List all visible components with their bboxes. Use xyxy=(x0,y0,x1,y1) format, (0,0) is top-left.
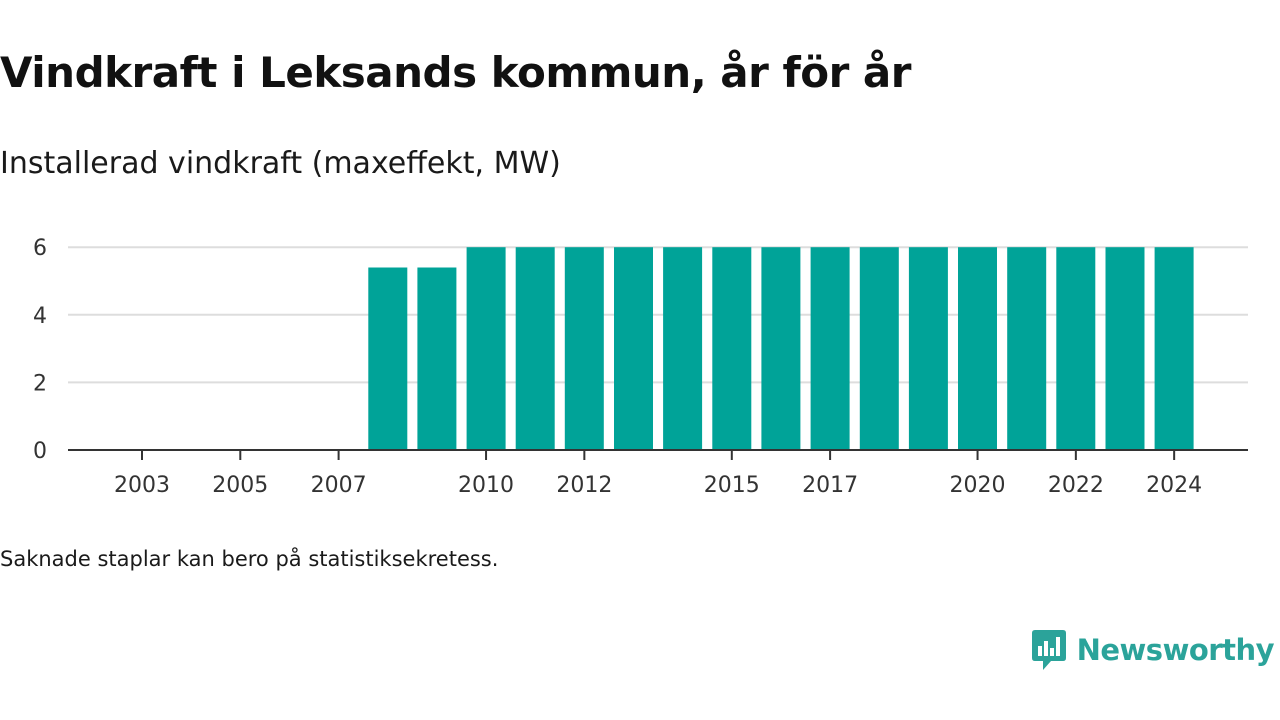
brand-name: Newsworthy xyxy=(1076,633,1275,667)
newsworthy-logo-icon xyxy=(1031,630,1066,670)
gridlines xyxy=(68,246,1248,384)
y-tick-label: 4 xyxy=(33,304,47,329)
x-tick-label: 2003 xyxy=(114,473,170,498)
chart-subtitle: Installerad vindkraft (maxeffekt, MW) xyxy=(0,146,561,181)
bar-2010 xyxy=(466,247,506,450)
bar-2024 xyxy=(1154,247,1194,450)
x-tick-label: 2015 xyxy=(704,473,760,498)
x-tick-label: 2007 xyxy=(311,473,367,498)
x-tick-label: 2024 xyxy=(1146,473,1202,498)
bar-2016 xyxy=(761,247,801,450)
bars xyxy=(368,247,1194,450)
x-axis-ticks: 2003 2005 2007 2010 2012 2015 2017 2020 2022 2024 xyxy=(114,450,1202,498)
x-tick-label: 2005 xyxy=(212,473,268,498)
y-axis-ticks: 0 2 4 6 xyxy=(33,236,47,464)
bar-2014 xyxy=(663,247,703,450)
x-tick-label: 2017 xyxy=(802,473,858,498)
bar-2009 xyxy=(417,267,457,450)
footnote: Saknade staplar kan bero på statistiksek… xyxy=(0,547,499,571)
bar-2022 xyxy=(1056,247,1096,450)
x-tick-label: 2020 xyxy=(950,473,1006,498)
bar-2021 xyxy=(1007,247,1047,450)
bar-2015 xyxy=(712,247,752,450)
x-tick-label: 2010 xyxy=(458,473,514,498)
bar-chart: 0 2 4 6 2003 2005 2007 2010 2012 2015 2017 2020 202… xyxy=(33,236,1248,498)
x-tick-label: 2022 xyxy=(1048,473,1104,498)
bar-2011 xyxy=(515,247,555,450)
bar-2008 xyxy=(368,267,408,450)
chart-title: Vindkraft i Leksands kommun, år för år xyxy=(0,48,911,97)
x-tick-label: 2012 xyxy=(556,473,612,498)
y-tick-label: 0 xyxy=(33,439,47,464)
bar-2013 xyxy=(614,247,653,450)
newsworthy-logo: Newsworthy xyxy=(1031,628,1275,672)
bar-2018 xyxy=(859,247,899,450)
y-tick-label: 2 xyxy=(33,371,47,396)
bar-2023 xyxy=(1105,247,1145,450)
bar-2012 xyxy=(564,247,604,450)
bar-2020 xyxy=(958,247,997,450)
bar-2019 xyxy=(908,247,948,450)
y-tick-label: 6 xyxy=(33,236,47,261)
bar-2017 xyxy=(810,247,850,450)
